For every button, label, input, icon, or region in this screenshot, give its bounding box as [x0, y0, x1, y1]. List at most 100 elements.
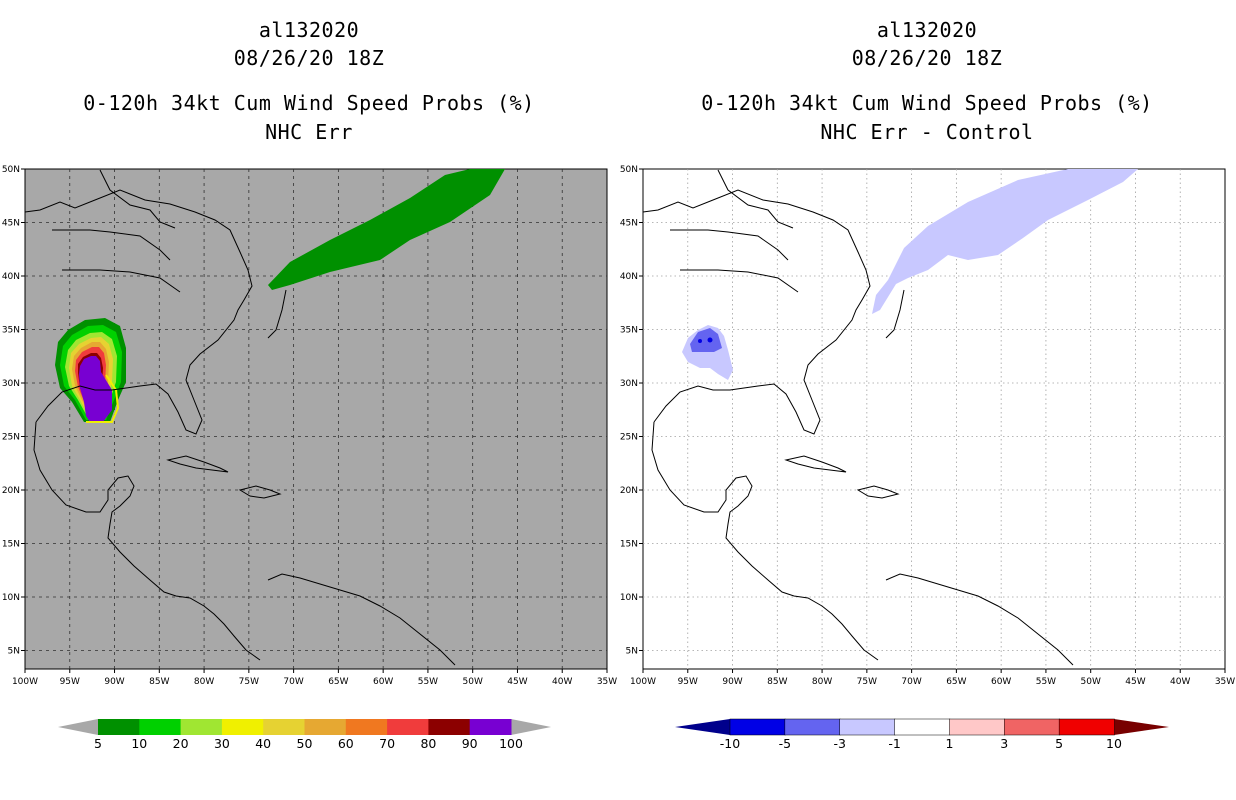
difference-map: 100W 95W 90W 85W 80W 75W 70W 65W 60W 55W 50W 45W 40W…	[620, 165, 1235, 687]
colorbar-label: 10	[1106, 736, 1122, 751]
colorbar-swatch	[729, 718, 786, 736]
storm-id: al132020	[258, 18, 360, 42]
lon-tick-label: 75W	[239, 677, 259, 687]
storm-id: al132020	[876, 18, 978, 42]
lon-tick-label: 85W	[767, 677, 787, 687]
colorbar-label: 1	[945, 736, 953, 751]
colorbar-swatch	[221, 719, 264, 735]
lon-tick-label: 45W	[1125, 677, 1145, 687]
colorbar-label: 3	[1000, 736, 1008, 751]
lat-tick-label: 45N	[620, 219, 638, 229]
lat-tick-label: 50N	[620, 165, 638, 175]
lon-tick-label: 50W	[1081, 677, 1101, 687]
lon-tick-label: 65W	[946, 677, 966, 687]
colorbar-swatch	[304, 719, 347, 735]
colorbar-swatch	[387, 719, 429, 735]
colorbar-label: 60	[338, 736, 354, 751]
coastlines	[24, 169, 456, 666]
panel-subtitle: NHC Err - Control	[820, 120, 1034, 144]
laura-difference-shading	[682, 325, 733, 380]
lat-tick-label: 20N	[2, 486, 20, 496]
panel-subtitle: NHC Err	[265, 120, 353, 144]
colorbar-swatch	[839, 718, 896, 736]
left-panel: al132020 08/26/20 18Z 0-120h 34kt Cum Wi…	[2, 18, 617, 751]
colorbar-label: -1	[888, 736, 900, 751]
colorbar-swatch	[1058, 718, 1115, 736]
lon-tick-label: 55W	[1036, 677, 1056, 687]
lon-tick-label: 90W	[104, 677, 124, 687]
difference-colorbar: -10 -5 -3 -1 1 3 5 10	[675, 718, 1169, 751]
forecast-datetime: 08/26/20 18Z	[233, 46, 385, 70]
colorbar-label: 40	[255, 736, 271, 751]
lat-tick-label: 10N	[620, 593, 638, 603]
lon-tick-label: 75W	[857, 677, 877, 687]
colorbar-low-arrow	[675, 719, 730, 735]
colorbar-label: 30	[214, 736, 230, 751]
product-title: 0-120h 34kt Cum Wind Speed Probs (%)	[83, 91, 535, 115]
lat-tick-label: 40N	[2, 272, 20, 282]
colorbar-swatch	[263, 719, 305, 735]
lat-tick-label: 15N	[2, 540, 20, 550]
colorbar-high-arrow	[511, 719, 551, 735]
colorbar-low-arrow	[58, 719, 98, 735]
probability-map: 100W 95W 90W 85W 80W 75W 70W 65W 60W 55W 50W 45W 40W…	[2, 165, 617, 687]
colorbar-swatch	[180, 719, 223, 735]
lon-tick-label: 55W	[418, 677, 438, 687]
lon-tick-label: 70W	[901, 677, 921, 687]
lon-tick-label: 40W	[552, 677, 572, 687]
laura-probability-swath	[55, 318, 126, 423]
lon-tick-label: 35W	[597, 677, 617, 687]
colorbar-label: 5	[1055, 736, 1063, 751]
coastlines	[642, 169, 1074, 666]
lon-tick-label: 35W	[1215, 677, 1235, 687]
lon-tick-label: 40W	[1170, 677, 1190, 687]
axis-ticks: 100W 95W 90W 85W 80W 75W 70W 65W 60W 55W 50W 45W 40W…	[620, 165, 1235, 687]
colorbar-label: 10	[131, 736, 147, 751]
colorbar-swatch	[428, 719, 471, 735]
lat-lon-gridlines	[25, 169, 607, 669]
colorbar-label: 80	[420, 736, 436, 751]
lat-tick-label: 30N	[2, 379, 20, 389]
colorbar-high-arrow	[1114, 719, 1169, 735]
colorbar-label: 20	[173, 736, 189, 751]
forecast-datetime: 08/26/20 18Z	[851, 46, 1003, 70]
lon-tick-label: 60W	[991, 677, 1011, 687]
lon-tick-label: 65W	[328, 677, 348, 687]
lat-tick-label: 45N	[2, 219, 20, 229]
colorbar-swatch	[784, 718, 841, 736]
probability-colorbar: 5 10 20 30 40 50 60 70 80 90 100	[58, 719, 551, 751]
lon-tick-label: 95W	[678, 677, 698, 687]
lat-tick-label: 15N	[620, 540, 638, 550]
lon-tick-label: 90W	[722, 677, 742, 687]
colorbar-swatch	[139, 719, 182, 735]
lon-tick-label: 95W	[60, 677, 80, 687]
ne-probability-swath	[268, 169, 505, 290]
lat-tick-label: 25N	[620, 433, 638, 443]
lat-tick-label: 35N	[620, 326, 638, 336]
lon-tick-label: 70W	[283, 677, 303, 687]
colorbar-label: 90	[462, 736, 478, 751]
colorbar-swatch	[1004, 718, 1060, 736]
lon-tick-label: 100W	[12, 677, 38, 687]
lat-tick-label: 20N	[620, 486, 638, 496]
lat-tick-label: 35N	[2, 326, 20, 336]
lon-tick-label: 50W	[463, 677, 483, 687]
colorbar-label: 70	[379, 736, 395, 751]
lat-tick-label: 10N	[2, 593, 20, 603]
colorbar-swatch	[469, 719, 512, 735]
colorbar-swatch	[345, 719, 388, 735]
colorbar-swatch	[894, 718, 951, 736]
lon-tick-label: 60W	[373, 677, 393, 687]
lon-tick-label: 80W	[194, 677, 214, 687]
lat-tick-label: 50N	[2, 165, 20, 175]
colorbar-label: 5	[94, 736, 102, 751]
product-title: 0-120h 34kt Cum Wind Speed Probs (%)	[701, 91, 1153, 115]
lon-tick-label: 85W	[149, 677, 169, 687]
lat-tick-label: 30N	[620, 379, 638, 389]
lon-tick-label: 45W	[507, 677, 527, 687]
colorbar-swatch	[949, 718, 1006, 736]
lon-tick-label: 80W	[812, 677, 832, 687]
colorbar-label: 50	[297, 736, 313, 751]
axis-ticks: 100W 95W 90W 85W 80W 75W 70W 65W 60W 55W 50W 45W 40W…	[2, 165, 617, 687]
colorbar-label: -3	[833, 736, 845, 751]
